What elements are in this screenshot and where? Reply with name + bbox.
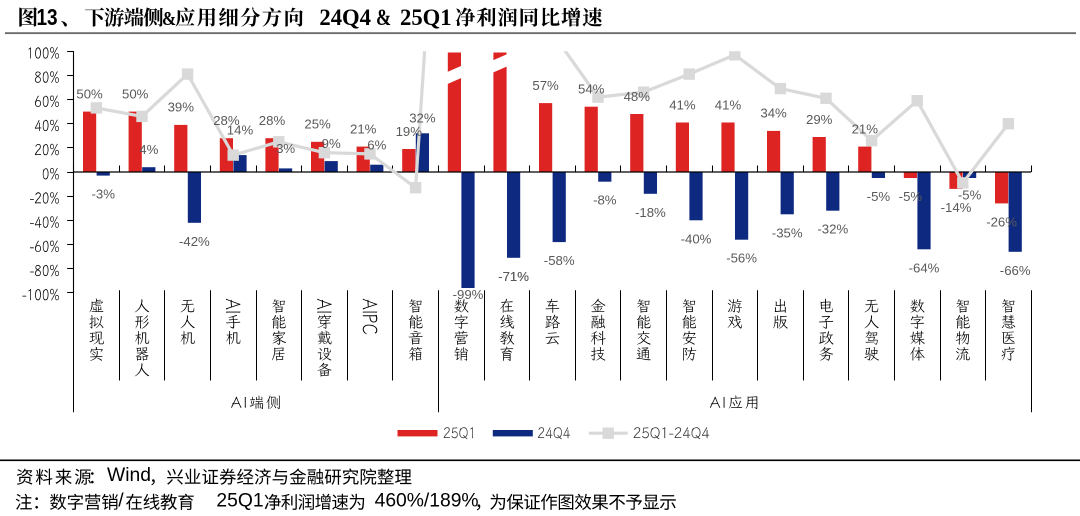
svg-text:57%: 57% <box>532 78 559 93</box>
svg-text:&: & <box>162 8 176 31</box>
svg-text:-5%: -5% <box>899 189 923 204</box>
svg-text:-71%: -71% <box>498 269 529 284</box>
svg-text:&: & <box>376 6 391 30</box>
svg-text:-56%: -56% <box>726 251 757 266</box>
svg-text:28%: 28% <box>213 113 240 128</box>
svg-text:9%: 9% <box>322 136 341 151</box>
svg-text:25%: 25% <box>304 117 331 132</box>
svg-text:29%: 29% <box>806 112 833 127</box>
svg-text:3%: 3% <box>276 141 295 156</box>
svg-text:39%: 39% <box>168 100 195 115</box>
svg-text:21%: 21% <box>350 121 377 136</box>
svg-text:/: / <box>118 490 124 511</box>
svg-text:Wind: Wind <box>107 465 151 486</box>
svg-text:25Q1: 25Q1 <box>400 4 452 31</box>
svg-text:41%: 41% <box>669 97 696 112</box>
svg-text:-26%: -26% <box>986 214 1017 229</box>
svg-text:-5%: -5% <box>867 189 891 204</box>
svg-text:13: 13 <box>37 4 58 30</box>
svg-text:41%: 41% <box>715 97 742 112</box>
svg-text:48%: 48% <box>624 89 651 104</box>
svg-text:-58%: -58% <box>544 253 575 268</box>
svg-text:-66%: -66% <box>1000 263 1031 278</box>
svg-text:28%: 28% <box>259 113 286 128</box>
svg-text:-42%: -42% <box>179 234 210 249</box>
svg-text:-3%: -3% <box>91 187 115 202</box>
svg-text:-99%: -99% <box>453 287 484 302</box>
svg-text:-71%: -71% <box>498 269 529 284</box>
svg-text:19%: 19% <box>396 124 423 139</box>
svg-text:32%: 32% <box>409 110 436 125</box>
svg-text:-32%: -32% <box>817 222 848 237</box>
svg-text:25Q1: 25Q1 <box>216 490 263 511</box>
svg-text:-8%: -8% <box>593 193 617 208</box>
svg-text:14%: 14% <box>227 123 254 138</box>
svg-text:24Q4: 24Q4 <box>319 4 371 31</box>
svg-text:-18%: -18% <box>635 205 666 220</box>
svg-text:-40%: -40% <box>681 231 712 246</box>
svg-text:460%/189%: 460%/189% <box>375 490 479 511</box>
svg-text:6%: 6% <box>367 138 386 153</box>
svg-text:-35%: -35% <box>772 225 803 240</box>
svg-text:54%: 54% <box>578 82 605 97</box>
svg-text:21%: 21% <box>852 121 879 136</box>
svg-text:4%: 4% <box>139 142 158 157</box>
svg-text:-14%: -14% <box>941 200 972 215</box>
svg-text:-5%: -5% <box>958 188 982 203</box>
svg-text:50%: 50% <box>122 86 149 101</box>
svg-text:50%: 50% <box>76 86 103 101</box>
svg-text:34%: 34% <box>760 106 787 121</box>
svg-text:-64%: -64% <box>909 260 940 275</box>
